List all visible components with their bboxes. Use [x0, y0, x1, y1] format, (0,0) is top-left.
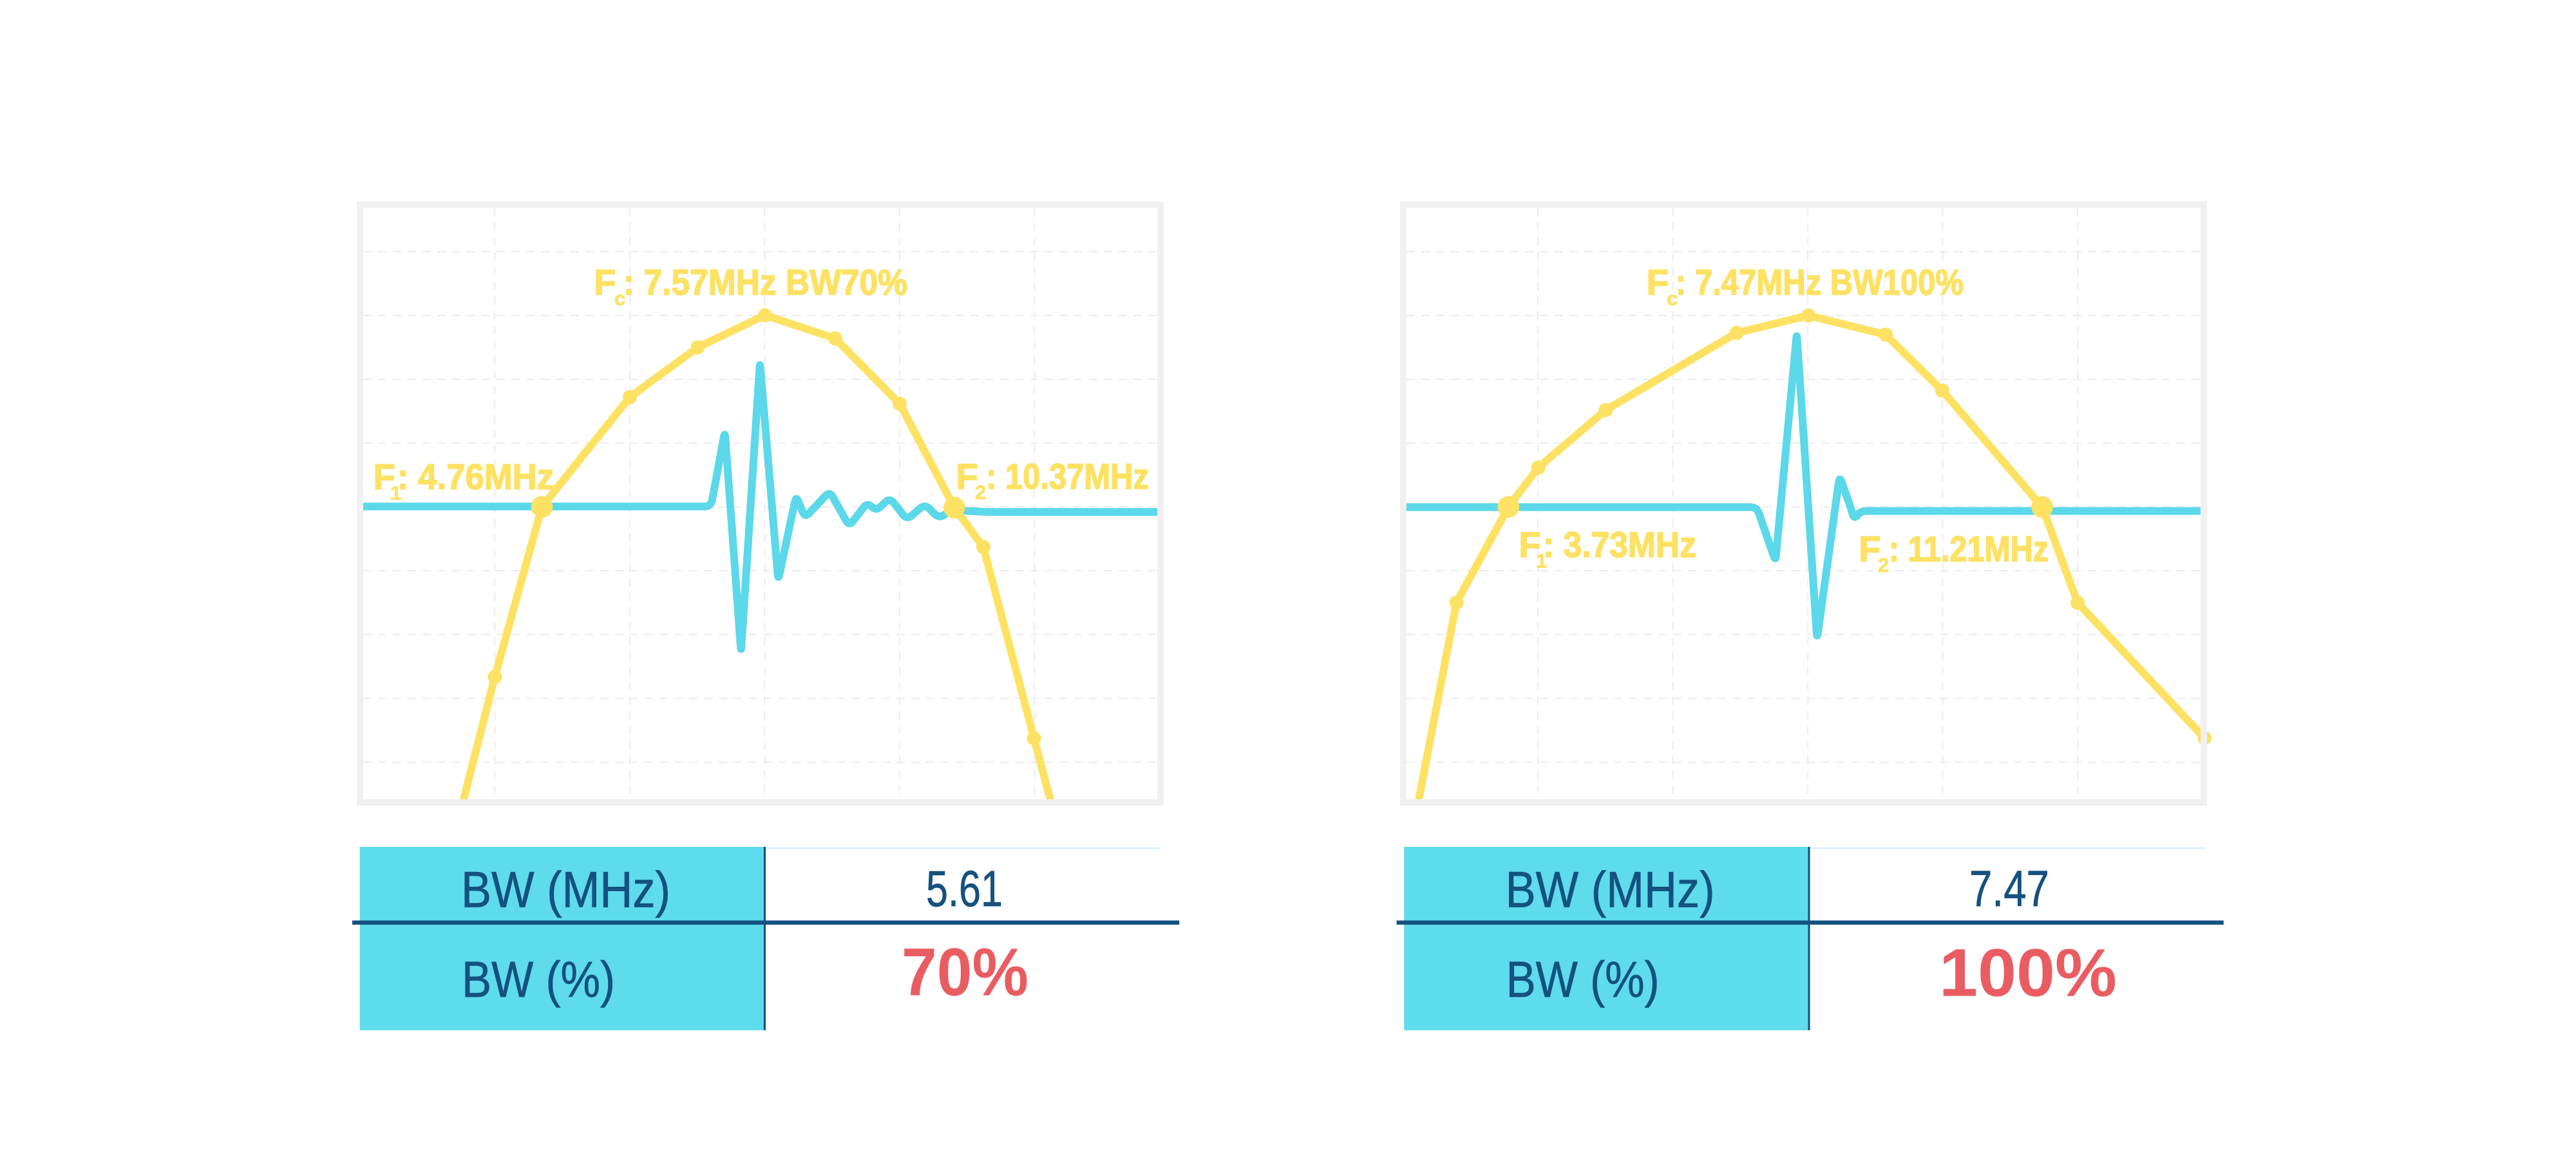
- svg-text:: 7.47MHz BW100%: : 7.47MHz BW100%: [1676, 262, 1964, 303]
- svg-text:: 4.76MHz: : 4.76MHz: [397, 457, 554, 497]
- svg-text:F: F: [1647, 262, 1669, 303]
- svg-text:: 11.21MHz: : 11.21MHz: [1889, 529, 2049, 569]
- svg-text:: 7.57MHz BW70%: : 7.57MHz BW70%: [623, 262, 907, 303]
- svg-text:: 3.73MHz: : 3.73MHz: [1543, 524, 1696, 565]
- svg-text:2: 2: [975, 481, 986, 504]
- svg-text:1: 1: [390, 482, 401, 504]
- svg-text:70%: 70%: [902, 935, 1028, 1010]
- svg-text:F: F: [1859, 529, 1880, 569]
- svg-text:7.47: 7.47: [1969, 860, 2049, 917]
- svg-text:100%: 100%: [1939, 936, 2117, 1011]
- svg-text:BW (MHz): BW (MHz): [461, 860, 670, 918]
- svg-text:5.61: 5.61: [926, 860, 1003, 917]
- svg-text:1: 1: [1536, 550, 1547, 572]
- svg-text:2: 2: [1878, 554, 1889, 576]
- svg-text:BW (%): BW (%): [462, 951, 615, 1008]
- svg-text:F: F: [374, 457, 395, 497]
- svg-text:F: F: [1519, 524, 1540, 565]
- svg-text:F: F: [956, 456, 978, 497]
- svg-text:c: c: [1667, 287, 1678, 310]
- svg-text:: 10.37MHz: : 10.37MHz: [986, 456, 1149, 497]
- svg-text:BW (MHz): BW (MHz): [1506, 860, 1715, 918]
- svg-text:c: c: [614, 287, 625, 310]
- svg-text:BW (%): BW (%): [1506, 951, 1660, 1008]
- svg-text:F: F: [594, 262, 616, 303]
